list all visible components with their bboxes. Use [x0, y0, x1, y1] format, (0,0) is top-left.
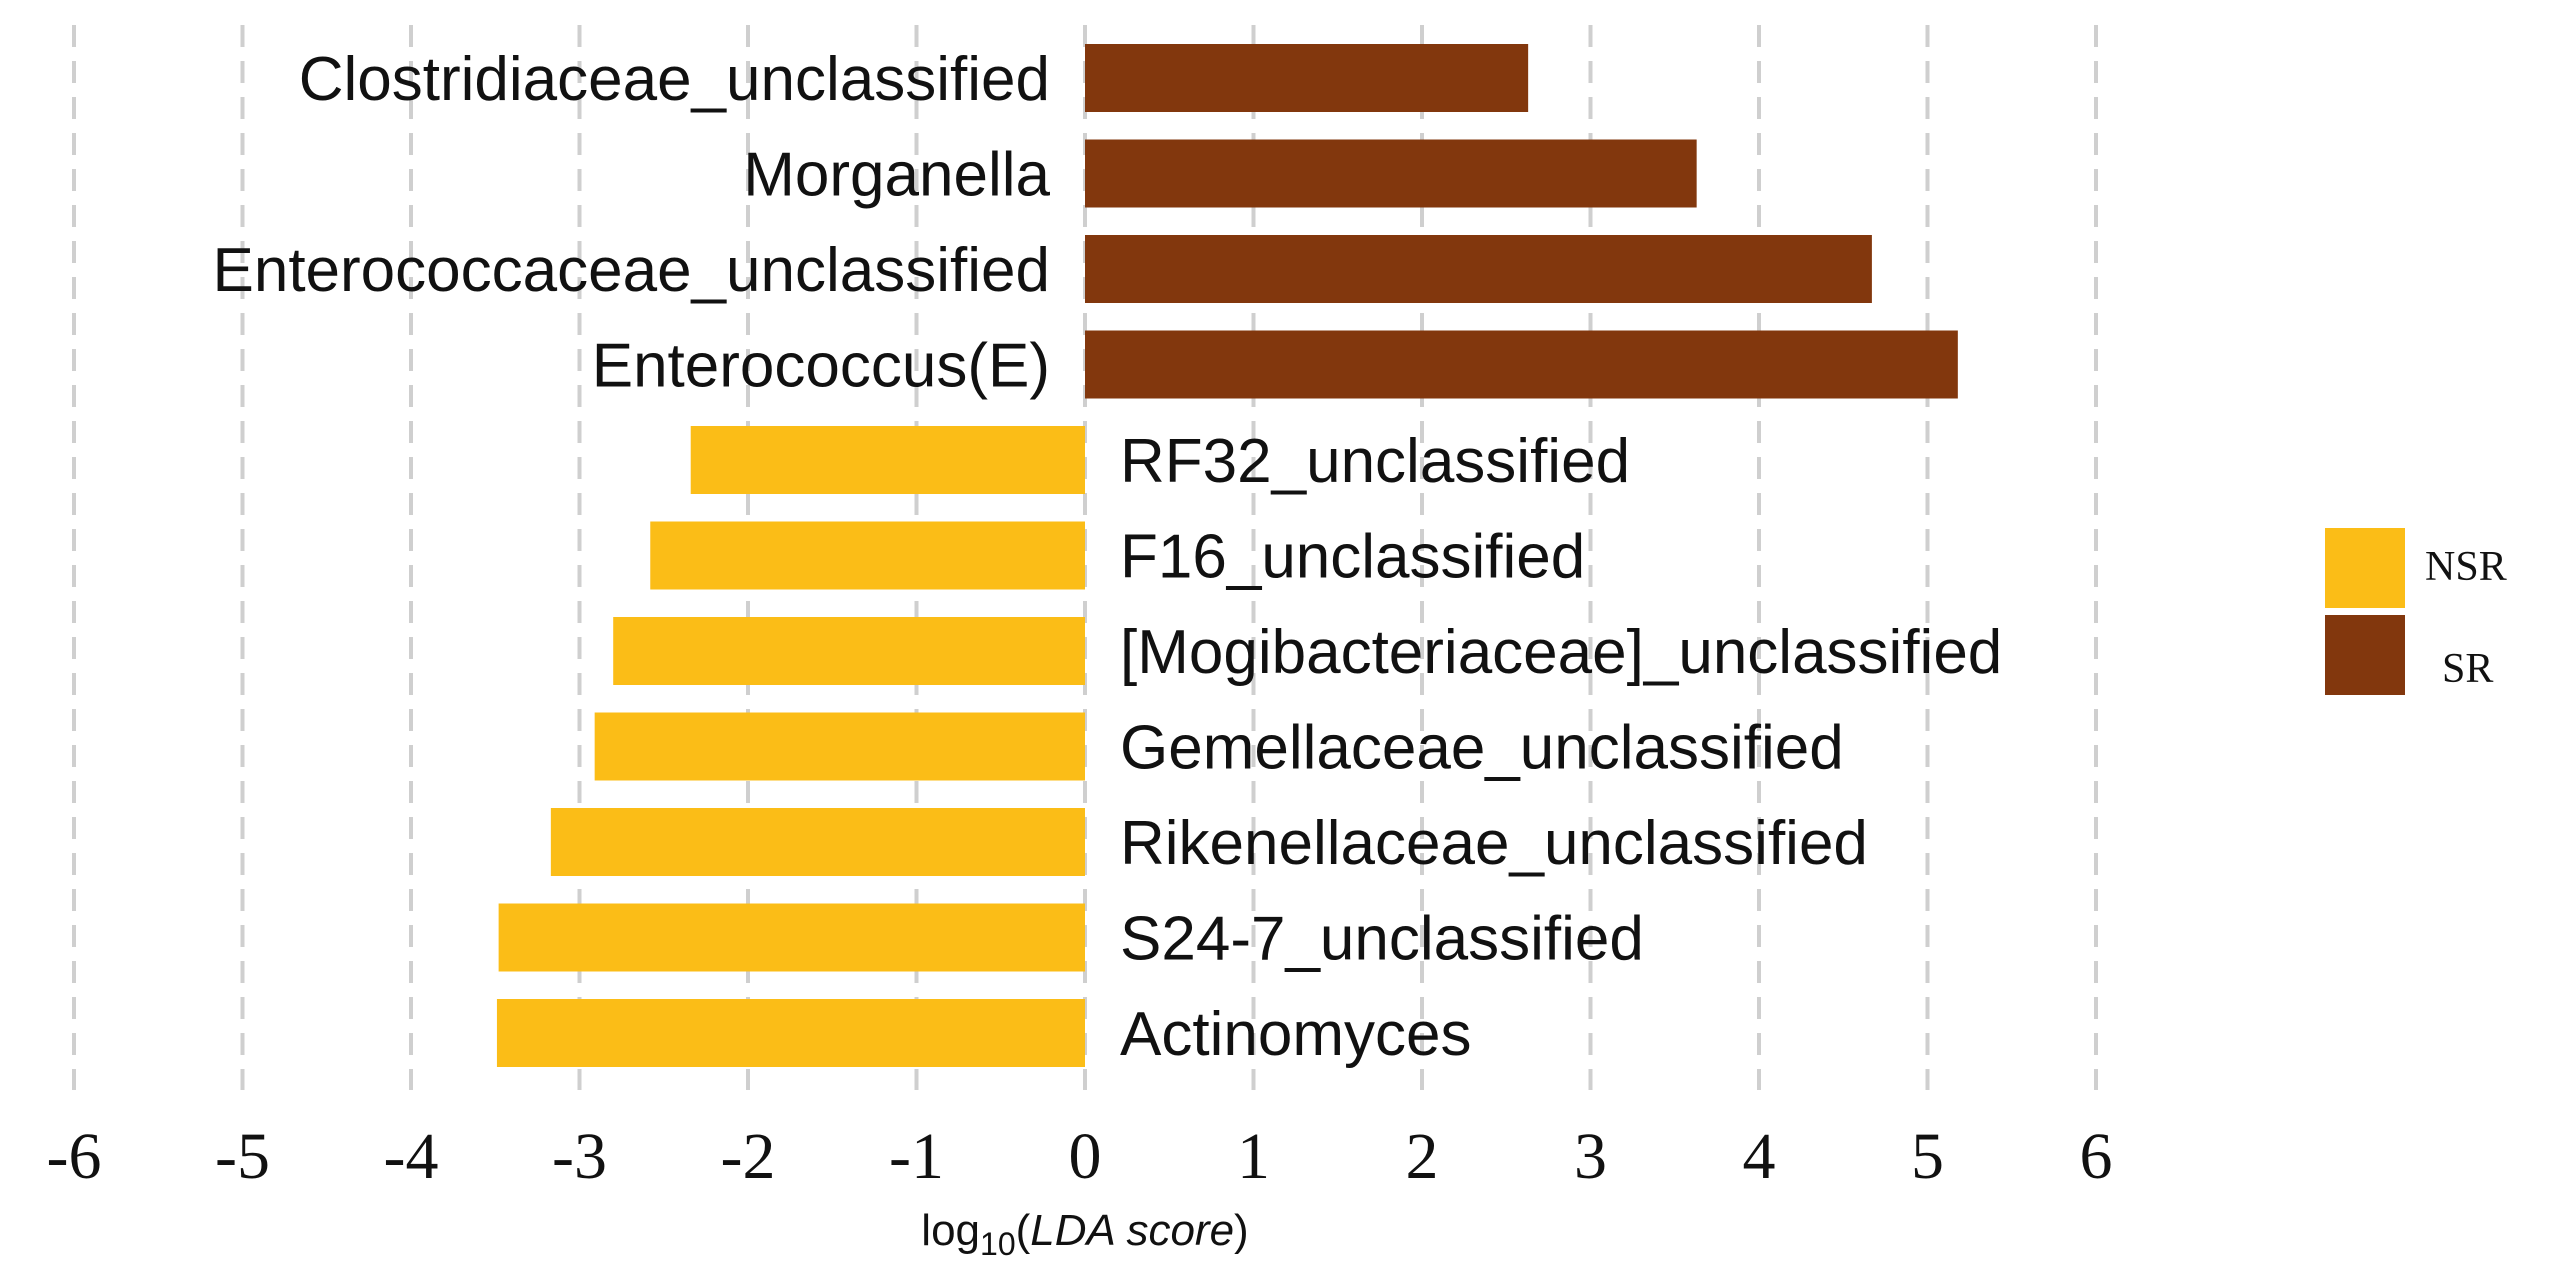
bars	[496, 44, 1958, 1067]
legend: NSR SR	[2325, 528, 2507, 695]
legend-label-sr: SR	[2442, 646, 2493, 692]
bar-morganella	[1085, 139, 1697, 208]
bar-enterococcus-e	[1085, 330, 1958, 399]
category-label: Clostridiaceae_unclassified	[299, 45, 1050, 114]
bar-mogibacteriaceae-unclassified	[613, 617, 1085, 685]
category-label: S24-7_unclassified	[1120, 905, 1644, 974]
bar-s24-7-unclassified	[498, 903, 1085, 972]
bar-enterococcaceae-unclassified	[1085, 235, 1872, 303]
category-label: [Mogibacteriaceae]_unclassified	[1120, 618, 2002, 687]
x-tick-label: 2	[1406, 1120, 1439, 1193]
category-label: Actinomyces	[1120, 1000, 1471, 1069]
category-label: Enterococcus(E)	[592, 332, 1050, 401]
x-tick-label: -3	[552, 1120, 607, 1193]
x-axis-label: log10(LDA score)	[921, 1206, 1248, 1262]
bar-actinomyces	[496, 999, 1085, 1067]
legend-label-nsr: NSR	[2425, 544, 2507, 590]
x-tick-label: 4	[1743, 1120, 1776, 1193]
x-tick-label: 3	[1574, 1120, 1607, 1193]
category-label: Enterococcaceae_unclassified	[212, 236, 1050, 305]
x-tick-label: -2	[721, 1120, 776, 1193]
x-tick-label: -1	[889, 1120, 944, 1193]
x-tick-label: -4	[384, 1120, 439, 1193]
category-label: RF32_unclassified	[1120, 427, 1630, 496]
bar-clostridiaceae-unclassified	[1085, 44, 1529, 112]
category-labels: Clostridiaceae_unclassified Morganella Ent…	[212, 45, 2002, 1069]
x-tick-label: 5	[1911, 1120, 1944, 1193]
category-label: Gemellaceae_unclassified	[1120, 714, 1844, 783]
legend-swatch-sr	[2325, 615, 2405, 695]
bar-rf32-unclassified	[690, 426, 1085, 494]
category-label: Rikenellaceae_unclassified	[1120, 809, 1868, 878]
bar-gemellaceae-unclassified	[594, 712, 1085, 781]
x-tick-labels: -6 -5 -4 -3 -2 -1 0 1 2 3 4 5 6	[47, 1120, 2113, 1193]
x-tick-label: -6	[47, 1120, 102, 1193]
category-label: F16_unclassified	[1120, 523, 1585, 592]
bar-rikenellaceae-unclassified	[550, 808, 1085, 876]
legend-swatch-nsr	[2325, 528, 2405, 608]
x-tick-label: 0	[1069, 1120, 1102, 1193]
x-tick-label: 6	[2080, 1120, 2113, 1193]
x-tick-label: 1	[1237, 1120, 1270, 1193]
bar-f16-unclassified	[650, 521, 1085, 590]
x-tick-label: -5	[215, 1120, 270, 1193]
category-label: Morganella	[743, 141, 1050, 210]
